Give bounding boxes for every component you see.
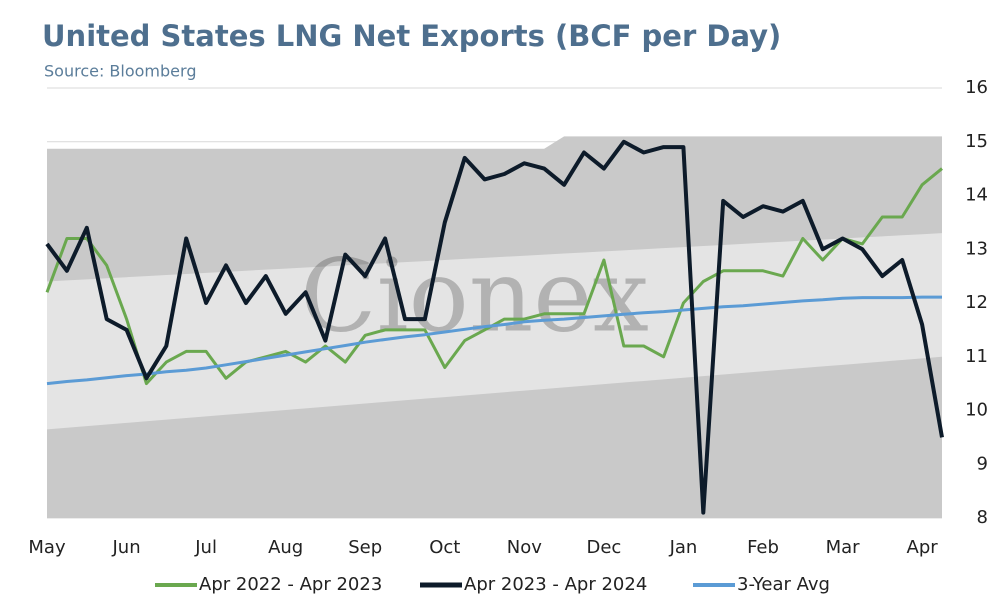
x-tick-label: Oct [429,537,460,558]
x-tick-label: Mar [826,537,861,558]
legend-label: 3-Year Avg [737,574,830,595]
y-tick-label: 13 [965,238,988,259]
chart-subtitle: Source: Bloomberg [44,62,196,81]
x-tick-label: May [28,537,66,558]
series-line [46,295,942,386]
x-tick-label: Apr [907,537,939,558]
x-tick-label: Jul [194,537,217,558]
y-tick-label: 9 [977,453,988,474]
x-tick-label: Dec [586,537,621,558]
y-tick-label: 10 [965,400,988,421]
y-tick-label: 14 [965,185,988,206]
y-tick-label: 12 [965,292,988,313]
x-tick-label: Sep [348,537,382,558]
y-tick-label: 15 [965,131,988,152]
legend-label: Apr 2022 - Apr 2023 [199,574,382,595]
series-line [45,139,944,515]
x-tick-label: Jun [111,537,140,558]
y-tick-label: 8 [977,507,988,528]
x-tick-label: Feb [747,537,779,558]
watermark: Cionex [300,238,649,355]
x-tick-label: Nov [507,537,542,558]
x-tick-label: Jan [669,537,698,558]
chart-title: United States LNG Net Exports (BCF per D… [42,19,781,53]
x-tick-label: Aug [268,537,303,558]
legend-label: Apr 2023 - Apr 2024 [464,574,647,595]
y-tick-label: 16 [965,77,988,98]
y-tick-label: 11 [965,346,988,367]
